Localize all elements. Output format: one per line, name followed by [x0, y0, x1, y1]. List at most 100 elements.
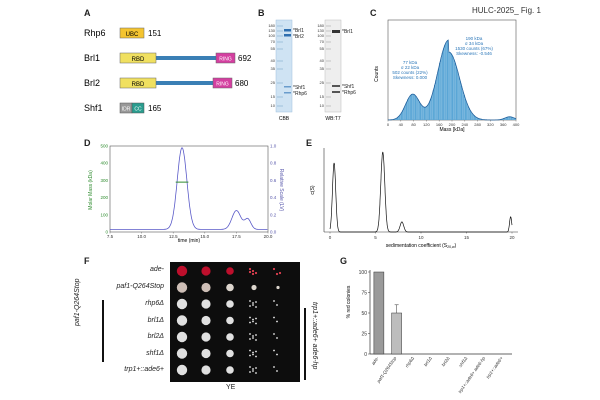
histogram-bar [400, 112, 402, 120]
marker-label: 70 [271, 39, 276, 44]
histogram-bar [414, 95, 417, 120]
brl1-ring-domain [215, 52, 236, 64]
cbb-rhp6-band [284, 92, 291, 94]
colony-spot [252, 304, 254, 306]
colony-spot [176, 364, 188, 376]
histogram-bar [509, 116, 511, 120]
cbb-brl1-band [284, 29, 291, 32]
colony-spot [251, 269, 255, 273]
strain-label-brl1: brl1Δ [147, 317, 164, 324]
x-axis-label: sedimentation coefficient (S20,w) [386, 243, 457, 249]
histogram-bar [454, 62, 456, 120]
wb-shf1-band [332, 85, 340, 87]
wb-rhp6-band [332, 91, 340, 93]
brl2-rbd-domain [119, 77, 157, 89]
protein-name-shf1: Shf1 [84, 103, 103, 113]
x-tick-label: 40 [399, 122, 404, 127]
colony-spot [226, 300, 234, 308]
histogram-bar [469, 110, 472, 120]
histogram-bar [513, 117, 515, 120]
histogram-bar [413, 94, 415, 120]
y-right-tick-labels: 0.0 0.2 0.4 0.6 0.8 1.0 [270, 144, 277, 235]
colony-spot [201, 299, 211, 309]
colony-spot [252, 368, 254, 370]
colony-spot [252, 351, 254, 354]
y-tick-labels: 0 25 50 75 100 [359, 270, 370, 358]
histogram-bar [471, 112, 473, 120]
histogram-bar [477, 118, 479, 120]
protein-length-shf1: 165 [148, 104, 162, 113]
histogram-bar [452, 56, 454, 120]
y-tick-label: 0 [364, 352, 367, 358]
y-left-tick-labels: 0 100 200 300 400 500 [100, 144, 108, 235]
panel-e-label: E [306, 138, 313, 148]
histogram-bar [407, 99, 409, 120]
protein-length-rhp6: 151 [148, 29, 162, 38]
y-axis-label: Counts [374, 66, 380, 82]
peak2-annotation: 190 kDa σ 34 kDa 1530 counts (67%) Skewn… [455, 36, 493, 56]
histogram-bar [434, 85, 436, 120]
x-tick-label: 15 [464, 235, 470, 240]
y-left-tick-label: 200 [100, 195, 108, 200]
panel-c-label: C [370, 8, 377, 18]
histogram-bar [409, 95, 411, 120]
histogram-bar [504, 117, 506, 120]
x-tick-label: 7.5 [107, 234, 114, 239]
histogram-bar [403, 107, 405, 120]
strain-label-paf1: paf1-Q264Stop [116, 283, 164, 290]
cbb-gel [275, 19, 293, 113]
x-category-label: rhp6Δ [404, 356, 415, 369]
colony-spot [249, 305, 251, 307]
x-category-labels: ade-paf1-Q264Stop rhp6Δ brl1Δ brl2Δ shf1Δtrp… [370, 355, 504, 394]
svg-text:Skewness: 0.000: Skewness: 0.000 [393, 75, 428, 80]
colony-spot [252, 320, 254, 323]
histogram-bar [473, 115, 475, 120]
marker-label: 35 [271, 66, 276, 71]
histogram-bar [468, 108, 470, 120]
plate-image [170, 262, 300, 382]
histogram-bar [418, 101, 420, 120]
colony-spot [249, 354, 251, 357]
histogram-bar [416, 97, 418, 120]
x-tick-label: 5 [374, 235, 377, 240]
histogram-bar [428, 101, 431, 120]
svg-text:77 kDa: 77 kDa [403, 60, 418, 65]
histogram-bar [453, 59, 455, 120]
y-left-tick-label: 0 [105, 230, 108, 235]
bar [391, 312, 402, 355]
colony-spot [273, 300, 275, 302]
brl1-rbd-domain [119, 52, 157, 64]
brl2-rbd-label: RBD [132, 82, 145, 88]
panel-e-auc-chart: c(S) 0 5 10 15 20 sedimentation coefficient … [310, 148, 518, 249]
cbb-brl2-band [284, 34, 291, 37]
bar [373, 271, 385, 355]
x-category-label: brl2Δ [441, 356, 451, 367]
colony-spot [176, 298, 188, 310]
histogram-bar [395, 118, 397, 120]
histogram-bar [402, 110, 404, 120]
y-right-tick-label: 0.6 [270, 178, 277, 183]
colony-spot [273, 333, 275, 335]
colony-spot [255, 355, 257, 358]
colony-spot [176, 265, 188, 277]
x-tick-label: 200 [449, 122, 456, 127]
svg-text:70: 70 [320, 39, 325, 44]
histogram-bar [475, 116, 477, 120]
cbb-band-label-shf1: *Shf1 [293, 85, 305, 91]
svg-text:Skewness: -0.546: Skewness: -0.546 [456, 51, 492, 56]
x-tick-label: 12.5 [169, 234, 178, 239]
y-tick-label: 50 [361, 311, 367, 317]
histogram-bar [441, 52, 443, 121]
histogram-bar [425, 106, 427, 120]
colony-spot [226, 333, 234, 341]
panel-b-gels: 180 130 100 70 55 40 35 25 15 10 *Brl1 *… [268, 19, 356, 122]
histogram-bar [450, 53, 452, 120]
y-right-tick-label: 0.4 [270, 195, 277, 200]
y-axis-label: c(S) [310, 185, 316, 195]
histogram-bar [417, 99, 419, 120]
peak1-annotation: 77 kDa σ 22 kDa 502 counts (22%) Skewnes… [392, 60, 428, 80]
wb-brl1-band [332, 30, 340, 33]
x-tick-label: 240 [461, 122, 468, 127]
wb-band-label-rhp6: *Rhp6 [342, 90, 356, 96]
marker-label: 40 [271, 58, 276, 63]
